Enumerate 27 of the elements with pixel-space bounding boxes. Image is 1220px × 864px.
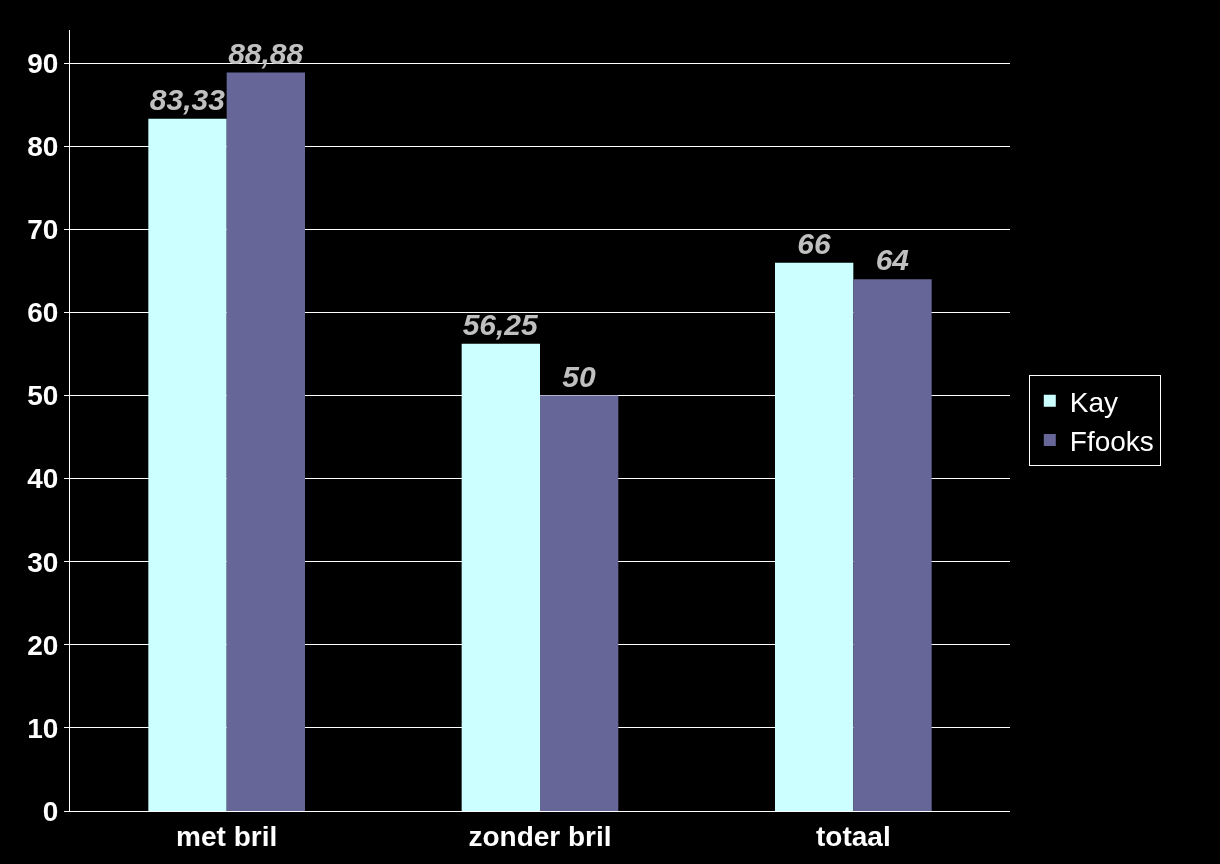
- y-tick-label: 80: [27, 131, 59, 163]
- bar: [226, 72, 305, 811]
- bar: [540, 395, 619, 811]
- bar: [461, 343, 540, 811]
- y-tick-label: 10: [27, 712, 59, 744]
- y-tick-label: 60: [27, 297, 59, 329]
- y-tick-label: 40: [27, 463, 59, 495]
- x-tick-label: zonder bril: [468, 820, 612, 852]
- data-label: 64: [875, 243, 910, 277]
- x-tick-label: met bril: [176, 820, 278, 852]
- y-tick-label: 70: [27, 214, 59, 246]
- legend-label: Kay: [1069, 386, 1119, 418]
- data-label: 56,25: [462, 307, 540, 341]
- y-tick-label: 30: [27, 546, 59, 578]
- data-label: 83,33: [149, 82, 226, 116]
- y-tick-label: 0: [42, 795, 59, 827]
- x-tick-label: totaal: [815, 820, 891, 852]
- data-label: 88,88: [228, 36, 304, 70]
- bar: [853, 279, 932, 811]
- bar: [148, 118, 227, 811]
- bar: [775, 262, 854, 811]
- y-tick-label: 20: [27, 629, 59, 661]
- y-tick-label: 50: [27, 380, 59, 412]
- legend-label: Ffooks: [1069, 426, 1154, 458]
- data-label: 50: [562, 359, 597, 393]
- data-label: 66: [797, 226, 832, 260]
- y-tick-label: 90: [27, 48, 59, 80]
